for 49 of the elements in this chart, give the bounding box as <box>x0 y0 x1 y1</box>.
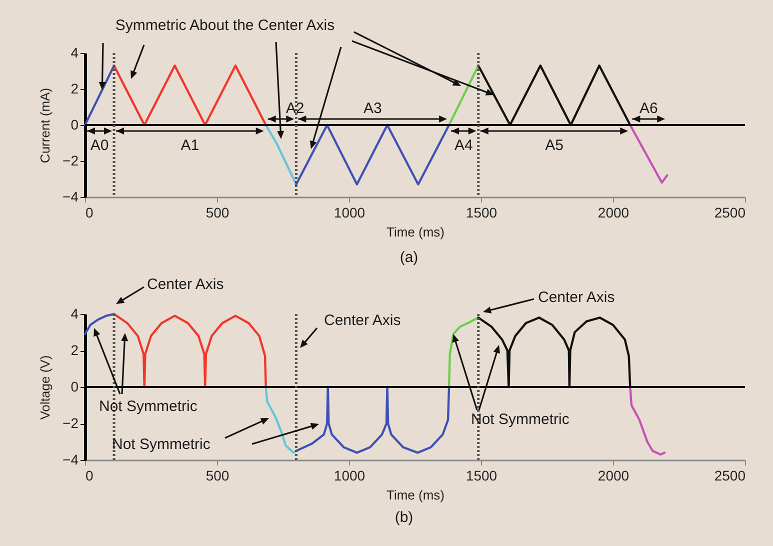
x-tick-label: 0 <box>86 204 94 220</box>
y-axis-title: Voltage (V) <box>38 355 53 420</box>
text: (b) <box>394 509 414 526</box>
y-tick-label: −4 <box>62 452 79 468</box>
line-series <box>84 312 116 336</box>
annotation: A3 <box>363 100 382 117</box>
x-tick-label: 1500 <box>466 204 498 220</box>
line-series <box>295 386 450 454</box>
x-axis-title: Time (ms) <box>386 224 445 240</box>
x-tick-label: 500 <box>206 468 230 484</box>
annotation: Not Symmetric <box>112 436 211 453</box>
line-series <box>264 386 298 454</box>
y-tick-label: 0 <box>70 378 79 394</box>
y-tick-label: 2 <box>70 342 79 358</box>
x-tick-label: 2000 <box>598 468 630 484</box>
x-tick-label: 2000 <box>598 204 630 220</box>
annotation: Not Symmetric <box>99 398 198 415</box>
y-axis-title: Current (mA) <box>38 88 53 164</box>
line-series <box>629 386 666 456</box>
x-tick-label: 500 <box>206 204 230 220</box>
text: (a) <box>400 249 418 266</box>
y-tick-label: −4 <box>62 188 79 204</box>
annotation: A4 <box>454 137 473 154</box>
x-tick-label: 2500 <box>714 204 746 220</box>
x-tick-label: 2500 <box>714 468 746 484</box>
line-series <box>112 312 267 388</box>
y-tick-label: −2 <box>62 415 79 431</box>
y-tick-label: −2 <box>62 152 79 168</box>
text: Center Axis <box>147 276 224 293</box>
annotation: Center Axis <box>324 312 401 329</box>
annotation: A6 <box>639 100 658 117</box>
annotation: Not Symmetric <box>471 411 570 428</box>
x-tick-label: 1000 <box>334 204 366 220</box>
y-tick-label: 4 <box>70 306 79 322</box>
line-series <box>448 316 480 388</box>
line-series <box>477 316 632 388</box>
annotation: A1 <box>180 137 200 154</box>
annotation: A5 <box>545 137 564 154</box>
annotation: A2 <box>286 100 304 117</box>
y-tick-label: 4 <box>70 44 79 60</box>
text: Center Axis <box>538 289 615 306</box>
x-tick-label: 1500 <box>466 468 498 484</box>
x-tick-label: 0 <box>86 468 94 484</box>
y-tick-label: 0 <box>70 116 79 132</box>
x-tick-label: 1000 <box>334 468 366 484</box>
annotation: Symmetric About the Center Axis <box>115 17 335 34</box>
y-tick-label: 2 <box>70 80 79 96</box>
annotation: A0 <box>90 137 109 154</box>
x-axis-title: Time (ms) <box>386 488 445 502</box>
